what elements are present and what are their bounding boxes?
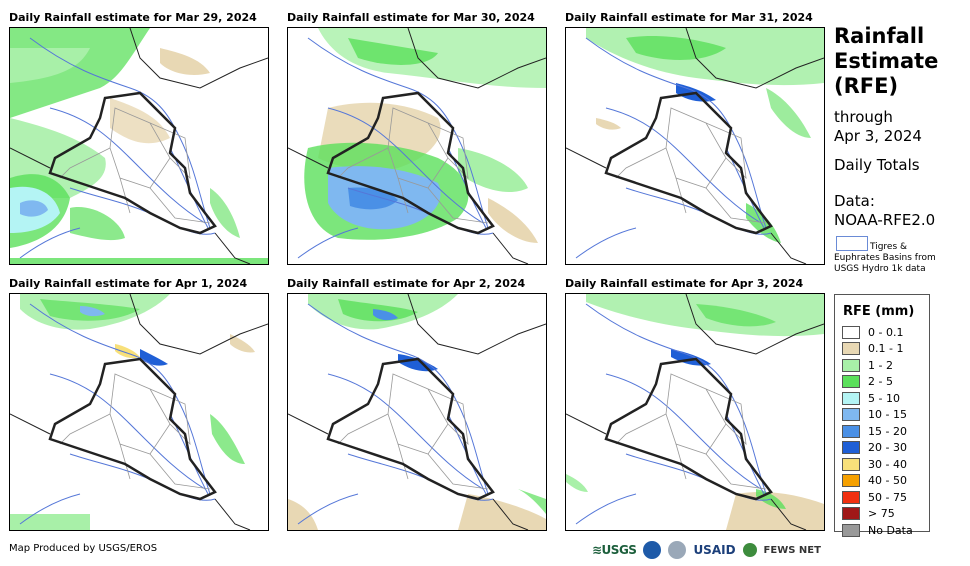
legend-label: 50 - 75 — [868, 490, 907, 504]
fews-net-logo: FEWS NET — [763, 544, 821, 556]
rainfall-map — [287, 27, 547, 265]
rfe-legend: RFE (mm) 0 - 0.1 0.1 - 1 1 - 2 2 - 5 5 - 10 1… — [834, 294, 930, 537]
legend-row: > 75 — [835, 506, 929, 523]
rainfall-map — [9, 27, 269, 265]
basin-legend-swatch — [836, 236, 868, 251]
legend-row: 10 - 15 — [835, 407, 929, 424]
noaa-logo-icon — [643, 541, 662, 559]
legend-swatch — [842, 507, 860, 521]
panel-title: Daily Rainfall estimate for Apr 1, 2024 — [9, 277, 248, 290]
legend-row: 15 - 20 — [835, 423, 929, 440]
legend-label: 10 - 15 — [868, 408, 907, 422]
title-line-3: (RFE) — [834, 74, 899, 98]
legend-row: 40 - 50 — [835, 473, 929, 490]
legend-swatch — [842, 474, 860, 488]
legend-swatch — [842, 523, 860, 537]
legend-swatch — [842, 375, 860, 389]
data-label: Data: — [834, 192, 875, 210]
usaid-seal-icon — [668, 541, 687, 559]
legend-swatch — [842, 441, 860, 455]
basin-line-3: USGS Hydro 1k data — [834, 264, 926, 274]
legend-row: 0.1 - 1 — [835, 341, 929, 358]
legend-label: 5 - 10 — [868, 391, 900, 405]
legend-title: RFE (mm) — [843, 304, 915, 319]
data-source: NOAA-RFE2.0 — [834, 211, 936, 229]
legend-swatch — [842, 325, 860, 339]
fews-net-icon — [742, 543, 757, 557]
legend-label: 0 - 0.1 — [868, 325, 904, 339]
partner-logos: ≋USGS USAID FEWS NET — [592, 538, 821, 562]
legend-swatch — [842, 342, 860, 356]
panel-title: Daily Rainfall estimate for Mar 30, 2024 — [287, 11, 535, 24]
usgs-logo: ≋USGS — [592, 543, 637, 557]
legend-row: 50 - 75 — [835, 489, 929, 506]
panel-title: Daily Rainfall estimate for Mar 31, 2024 — [565, 11, 813, 24]
map-credit: Map Produced by USGS/EROS — [9, 543, 158, 554]
legend-swatch — [842, 408, 860, 422]
legend-swatch — [842, 490, 860, 504]
basin-line-2: Euphrates Basins from — [834, 253, 936, 263]
title-line-2: Estimate — [834, 49, 939, 73]
legend-label: 1 - 2 — [868, 358, 893, 372]
legend-label: 0.1 - 1 — [868, 342, 904, 356]
legend-label: 30 - 40 — [868, 457, 907, 471]
usaid-logo: USAID — [693, 543, 736, 557]
rainfall-map — [287, 293, 547, 531]
legend-label: 40 - 50 — [868, 474, 907, 488]
rainfall-map — [9, 293, 269, 531]
legend-row: 0 - 0.1 — [835, 324, 929, 341]
legend-row: 5 - 10 — [835, 390, 929, 407]
legend-label: 2 - 5 — [868, 375, 893, 389]
legend-swatch — [842, 391, 860, 405]
legend-swatch — [842, 424, 860, 438]
basin-line-1: Tigres & — [870, 242, 908, 252]
legend-row: 30 - 40 — [835, 456, 929, 473]
legend-label: 15 - 20 — [868, 424, 907, 438]
rfe-title: Rainfall Estimate (RFE) — [834, 24, 964, 99]
title-line-1: Rainfall — [834, 24, 925, 48]
rainfall-map — [565, 293, 825, 531]
legend-label: 20 - 30 — [868, 441, 907, 455]
legend-swatch — [842, 457, 860, 471]
legend-label: No Data — [868, 523, 913, 537]
panel-title: Daily Rainfall estimate for Apr 3, 2024 — [565, 277, 804, 290]
legend-row: 2 - 5 — [835, 374, 929, 391]
panel-title: Daily Rainfall estimate for Apr 2, 2024 — [287, 277, 526, 290]
legend-row: 20 - 30 — [835, 440, 929, 457]
through-label: through — [834, 108, 893, 126]
legend-label: > 75 — [868, 507, 895, 521]
through-date: Apr 3, 2024 — [834, 127, 922, 145]
legend-row: No Data — [835, 522, 929, 539]
daily-totals-label: Daily Totals — [834, 156, 920, 174]
rainfall-map — [565, 27, 825, 265]
legend-swatch — [842, 358, 860, 372]
panel-title: Daily Rainfall estimate for Mar 29, 2024 — [9, 11, 257, 24]
basin-legend-text: Tigres & Euphrates Basins from USGS Hydr… — [834, 242, 964, 275]
legend-rows: 0 - 0.1 0.1 - 1 1 - 2 2 - 5 5 - 10 10 - 15 15 … — [835, 324, 929, 539]
legend-row: 1 - 2 — [835, 357, 929, 374]
